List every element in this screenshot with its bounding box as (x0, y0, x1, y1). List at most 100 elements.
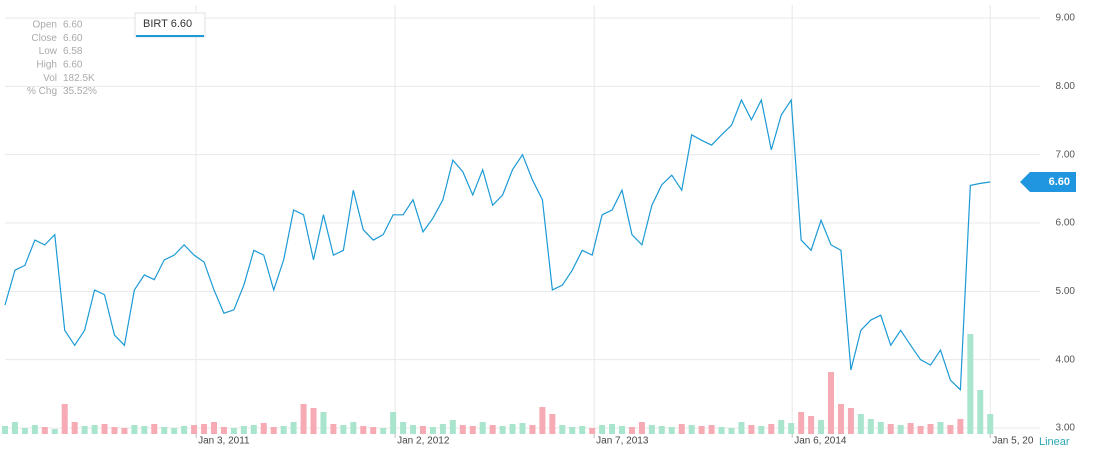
volume-bar (917, 426, 924, 434)
volume-bar (2, 426, 8, 434)
volume-bar (539, 407, 546, 434)
volume-bar (847, 408, 854, 434)
x-tick-label: Jan 2, 2012 (397, 436, 450, 447)
volume-bar (599, 425, 606, 434)
volume-bar (708, 425, 715, 434)
info-label: Vol (43, 73, 57, 84)
volume-bar (310, 408, 317, 434)
volume-bar (429, 427, 436, 434)
volume-bar (628, 427, 635, 434)
volume-bar (380, 428, 387, 434)
volume-bar (151, 424, 158, 434)
volume-bar (579, 426, 586, 434)
volume-bar (549, 414, 556, 434)
volume-bar (280, 426, 287, 434)
volume-bar (21, 428, 28, 434)
volume-bar (808, 416, 815, 434)
x-tick-label: Jan 3, 2011 (198, 436, 250, 447)
info-panel: Open 6.60 Close 6.60 Low 6.58 High 6.60 Vol 182.5… (27, 20, 97, 98)
volume-bar (738, 422, 745, 434)
volume-bar (131, 425, 138, 434)
y-tick-label: 3.00 (1056, 423, 1076, 434)
volume-bar (877, 422, 884, 434)
volume-bar (499, 426, 506, 434)
price-line (4, 98, 991, 392)
volume-bar (857, 414, 864, 434)
volume-bar (967, 334, 974, 434)
volume-bar (410, 425, 417, 434)
volume-bar (51, 429, 58, 434)
volume-bar (390, 412, 397, 434)
legend-text: BIRT 6.60 (143, 18, 192, 30)
grid (5, 5, 1040, 434)
volume-bar (191, 425, 198, 434)
volume-bar (957, 419, 964, 434)
volume-bar (220, 427, 227, 434)
volume-bar (788, 423, 795, 434)
volume-bar (360, 426, 367, 434)
volume-bar (907, 423, 914, 434)
scale-label: Linear (1039, 436, 1070, 448)
volume-bar (260, 423, 267, 434)
volume-bar (519, 423, 526, 434)
volume-bar (181, 426, 188, 434)
y-tick-label: 9.00 (1056, 13, 1076, 24)
volume-bar (658, 426, 665, 434)
volume-bar (887, 424, 894, 434)
x-tick-label: Jan 7, 2013 (596, 436, 649, 447)
info-value: 182.5K (63, 73, 95, 84)
volume-bar (81, 426, 88, 434)
volume-bar (400, 422, 407, 434)
volume-bar (449, 420, 456, 434)
volume-bar (31, 425, 38, 434)
volume-bar (698, 426, 705, 434)
volume-bar (977, 390, 984, 434)
volume-bar (589, 428, 596, 434)
info-label: % Chg (27, 86, 57, 97)
volume-bar (688, 425, 695, 434)
volume-bar (619, 426, 626, 434)
info-label: Open (33, 20, 57, 31)
volume-bar (479, 422, 486, 434)
volume-bar (937, 422, 944, 434)
volume-bar (210, 422, 217, 434)
volume-bar (927, 424, 934, 434)
price-tag-label: 6.60 (1049, 176, 1070, 188)
volume-bar (419, 426, 426, 434)
volume-bar (947, 425, 954, 434)
volume-bar (748, 425, 755, 434)
volume-bar (71, 422, 78, 434)
volume-bar (798, 412, 805, 434)
price-tag (1020, 172, 1076, 192)
volume-bar (340, 425, 347, 434)
y-tick-label: 4.00 (1056, 354, 1076, 365)
legend-box (134, 12, 206, 38)
info-value: 6.58 (63, 46, 83, 57)
volume-bar (837, 404, 844, 434)
volume-bar (320, 412, 327, 434)
volume-bar (489, 425, 496, 434)
volume-bar (350, 422, 357, 434)
volume-bar (559, 425, 566, 434)
info-label: Low (39, 46, 58, 57)
volume-bar (11, 422, 18, 434)
volume-bar (91, 425, 98, 434)
legend: BIRT 6.60 (134, 12, 206, 38)
legend-name: BIRT (143, 18, 168, 30)
y-tick-label: 5.00 (1056, 286, 1076, 297)
volume-bar (897, 425, 904, 434)
volume-bar (668, 427, 675, 434)
volume-bar (867, 419, 874, 434)
volume-bar (61, 404, 68, 434)
volume-bar (330, 424, 337, 434)
volume-bar (111, 427, 118, 434)
volume-bar (728, 428, 735, 434)
info-value: 6.60 (63, 33, 83, 44)
volume-bar (141, 426, 148, 434)
volume-bar (648, 425, 655, 434)
volume-bar (778, 420, 785, 434)
volume-bar (230, 428, 237, 434)
info-value: 35.52% (63, 86, 97, 97)
volume-bar (121, 428, 128, 434)
volume-bar (768, 424, 775, 434)
